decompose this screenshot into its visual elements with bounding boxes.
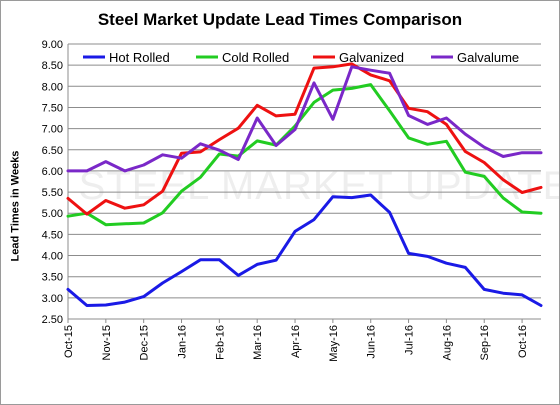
x-tick-label: Feb-16 — [214, 325, 226, 360]
y-tick-label: 4.50 — [42, 229, 63, 241]
x-tick-label: Nov-15 — [101, 325, 113, 360]
y-tick-label: 8.50 — [42, 60, 63, 72]
x-tick-label: Jan-16 — [177, 325, 189, 359]
x-tick-label: Sep-16 — [479, 325, 491, 360]
y-tick-label: 7.50 — [42, 102, 63, 114]
y-tick-label: 6.00 — [42, 166, 63, 178]
y-tick-label: 7.00 — [42, 124, 63, 136]
x-tick-label: Aug-16 — [441, 325, 453, 360]
y-tick-label: 5.50 — [42, 187, 63, 199]
x-tick-label: Mar-16 — [252, 325, 264, 360]
y-tick-label: 9.00 — [42, 39, 63, 51]
y-tick-label: 3.50 — [42, 272, 63, 284]
x-tick-label: May-16 — [328, 325, 340, 362]
series-line-galvalume — [66, 65, 543, 173]
y-tick-label: 8.00 — [42, 81, 63, 93]
legend-label: Galvalume — [457, 50, 519, 65]
y-tick-label: 6.50 — [42, 145, 63, 157]
x-tick-label: Jul-16 — [404, 325, 416, 355]
x-tick-label: Oct-15 — [63, 325, 75, 358]
y-tick-label: 2.50 — [42, 314, 63, 326]
x-tick-label: Jun-16 — [366, 325, 378, 359]
legend-label: Galvanized — [339, 50, 404, 65]
legend-label: Cold Rolled — [222, 50, 289, 65]
series-line-hot-rolled — [66, 193, 543, 307]
legend-label: Hot Rolled — [109, 50, 170, 65]
series-line-cold-rolled — [66, 83, 543, 227]
x-tick-label: Dec-15 — [139, 325, 151, 360]
chart-title: Steel Market Update Lead Times Compariso… — [97, 10, 463, 29]
y-tick-label: 5.00 — [42, 208, 63, 220]
series-line-galvanized — [66, 62, 543, 216]
x-tick-label: Oct-16 — [517, 325, 529, 358]
y-tick-label: 3.00 — [42, 293, 63, 305]
y-tick-label: 4.00 — [42, 251, 63, 263]
x-tick-label: Apr-16 — [290, 325, 302, 358]
